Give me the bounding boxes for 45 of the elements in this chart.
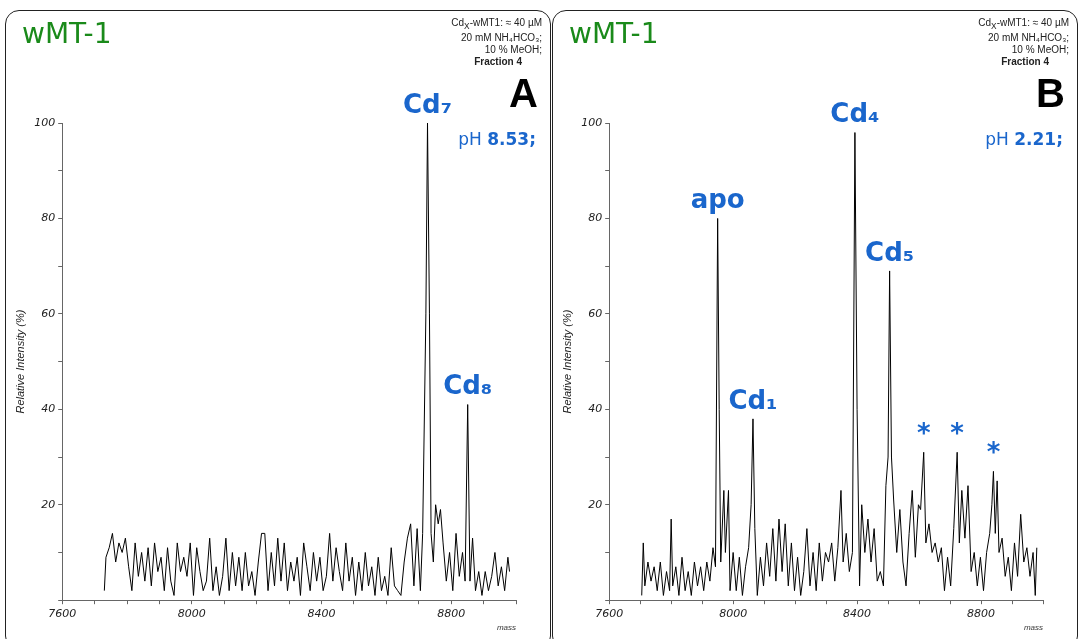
text: 20 mM NH₄HCO₃; — [461, 32, 542, 43]
text: 10 % MeOH; — [1011, 44, 1069, 55]
y-tick-label: 20 — [41, 497, 56, 511]
annotation: pH 8.53; — [458, 129, 536, 149]
text: Cd$_{X}$-wMT1: ≈ 40 µM — [451, 17, 542, 31]
annotation: * — [916, 418, 931, 449]
annotation: Cd₈ — [443, 370, 493, 401]
x-tick-label: 7600 — [595, 606, 624, 620]
annotation: pH 2.21; — [985, 129, 1063, 149]
y-tick-label: 80 — [588, 211, 603, 225]
y-tick-label: 60 — [41, 306, 56, 320]
y-axis-title: Relative Intensity (%) — [560, 309, 573, 414]
y-tick-label: 100 — [34, 115, 56, 129]
annotation: Cd₄ — [830, 98, 880, 129]
y-axis-title: Relative Intensity (%) — [13, 309, 26, 414]
text: Fraction 4 — [1001, 56, 1049, 67]
annotation: Cd₇ — [402, 88, 453, 119]
x-axis-title: mass — [1023, 623, 1043, 633]
y-tick-label: 40 — [41, 402, 56, 416]
annotation: Cd₁ — [728, 384, 778, 415]
x-tick-label: 8000 — [719, 606, 748, 620]
x-tick-label: 8400 — [843, 606, 872, 620]
x-tick-label: 8400 — [307, 606, 336, 620]
text: 20 mM NH₄HCO₃; — [988, 32, 1069, 43]
x-tick-label: 8000 — [177, 606, 206, 620]
annotation: * — [950, 418, 965, 449]
y-tick-label: 20 — [588, 497, 603, 511]
y-tick-label: 80 — [41, 211, 56, 225]
annotation: Cd₅ — [865, 236, 915, 267]
x-tick-label: 7600 — [48, 606, 77, 620]
x-tick-label: 8800 — [967, 606, 996, 620]
text: Cd$_{X}$-wMT1: ≈ 40 µM — [978, 17, 1069, 31]
x-axis-title: mass — [496, 623, 516, 633]
annotation: apo — [690, 184, 745, 215]
y-tick-label: 60 — [588, 306, 603, 320]
x-tick-label: 8800 — [437, 606, 466, 620]
y-tick-label: 40 — [588, 402, 603, 416]
text: A — [509, 71, 538, 116]
text: Fraction 4 — [474, 56, 522, 67]
y-tick-label: 100 — [581, 115, 603, 129]
text: B — [1036, 71, 1065, 116]
text: 10 % MeOH; — [484, 44, 542, 55]
chart-title: wMT-1 — [569, 17, 659, 50]
annotation: * — [986, 437, 1001, 468]
chart-title: wMT-1 — [22, 17, 112, 50]
